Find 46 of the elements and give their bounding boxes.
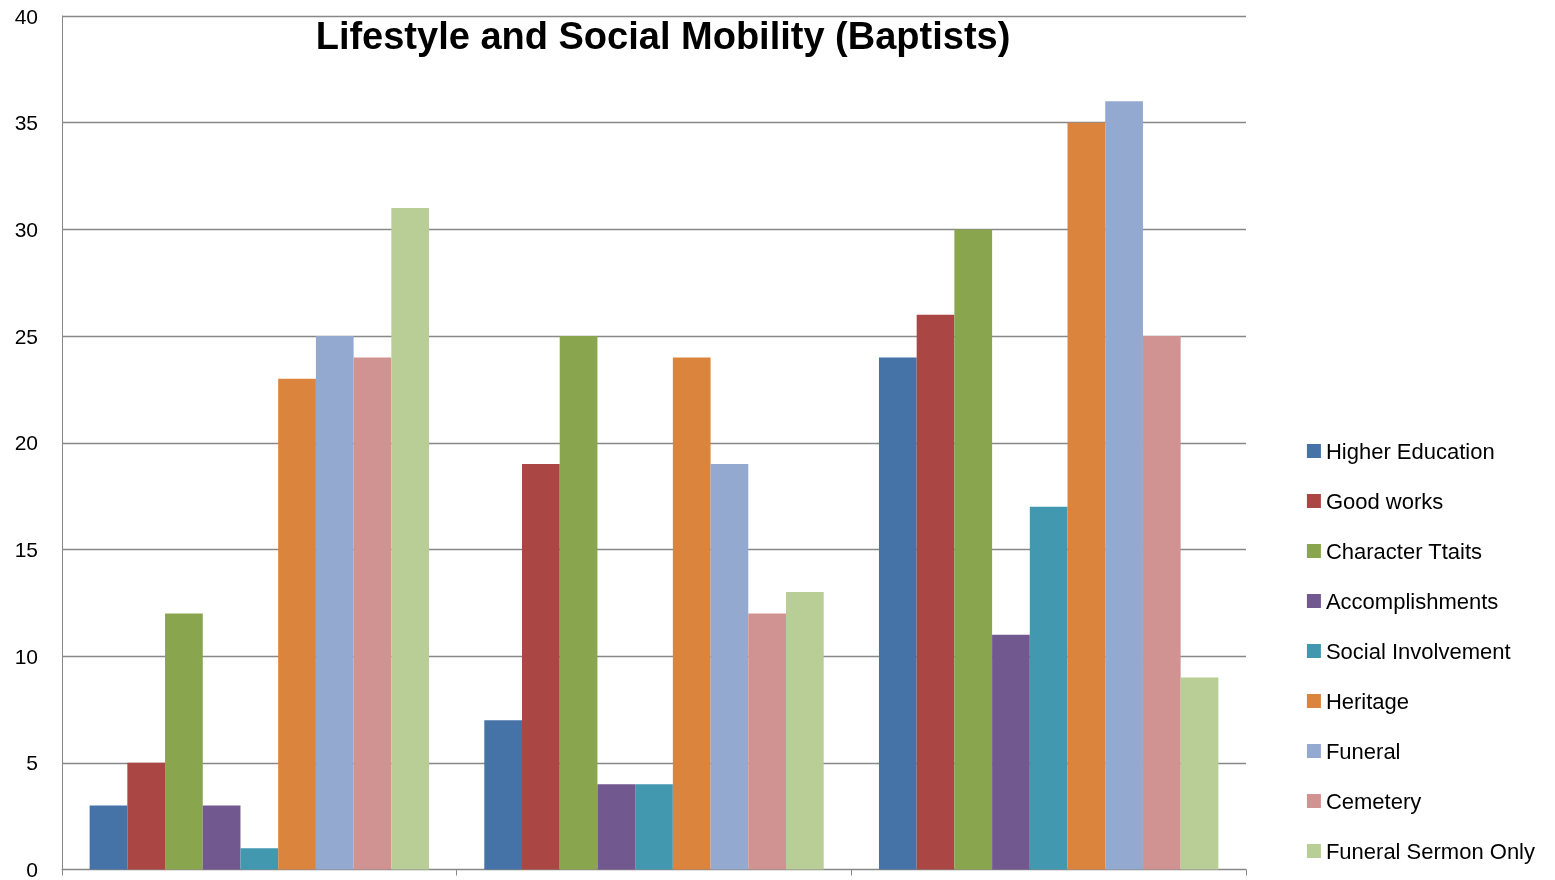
bar: [127, 762, 166, 870]
legend-label: Social Involvement: [1325, 638, 1511, 664]
y-tick-label: 25: [14, 324, 38, 348]
legend-label: Funeral Sermon Only: [1325, 838, 1536, 864]
bar: [1029, 506, 1068, 870]
bar: [635, 784, 673, 870]
chart-title: Lifestyle and Social Mobility (Baptists): [315, 15, 1011, 57]
y-tick-label: 20: [14, 431, 38, 455]
bar: [1180, 677, 1219, 870]
y-tick-label: 30: [14, 217, 38, 241]
bar: [748, 613, 786, 870]
y-tick-label: 40: [14, 4, 38, 28]
bar: [597, 784, 636, 870]
bar: [878, 357, 917, 870]
bar: [1142, 336, 1181, 870]
bar: [522, 464, 560, 870]
bar: [353, 357, 392, 870]
bar: [916, 314, 955, 870]
bar: [785, 592, 824, 870]
y-tick-label: 10: [14, 644, 38, 668]
bar: [315, 336, 354, 870]
bar: [1105, 101, 1143, 870]
legend-label: Heritage: [1325, 688, 1410, 714]
bar: [710, 464, 749, 870]
bar: [89, 805, 128, 870]
bar: [278, 378, 316, 870]
legend-label: Accomplishments: [1325, 588, 1499, 614]
bar: [672, 357, 711, 870]
bar: [165, 613, 203, 870]
legend-label: Higher Education: [1325, 438, 1495, 464]
y-tick-label: 35: [14, 111, 38, 135]
bar: [954, 229, 993, 870]
bar: [484, 720, 523, 870]
legend-label: Good works: [1325, 488, 1444, 514]
bar: [992, 634, 1030, 870]
legend-label: Cemetery: [1325, 788, 1422, 814]
y-tick-label: 5: [26, 751, 38, 775]
bar: [1067, 122, 1106, 870]
bar: [202, 805, 241, 870]
legend-label: Character Ttaits: [1325, 538, 1483, 564]
legend-label: Funeral: [1325, 738, 1401, 764]
y-tick-label: 15: [14, 537, 38, 561]
bar: [240, 848, 279, 870]
bar: [559, 336, 598, 870]
y-tick-label: 0: [26, 858, 38, 880]
bar: [391, 208, 430, 870]
